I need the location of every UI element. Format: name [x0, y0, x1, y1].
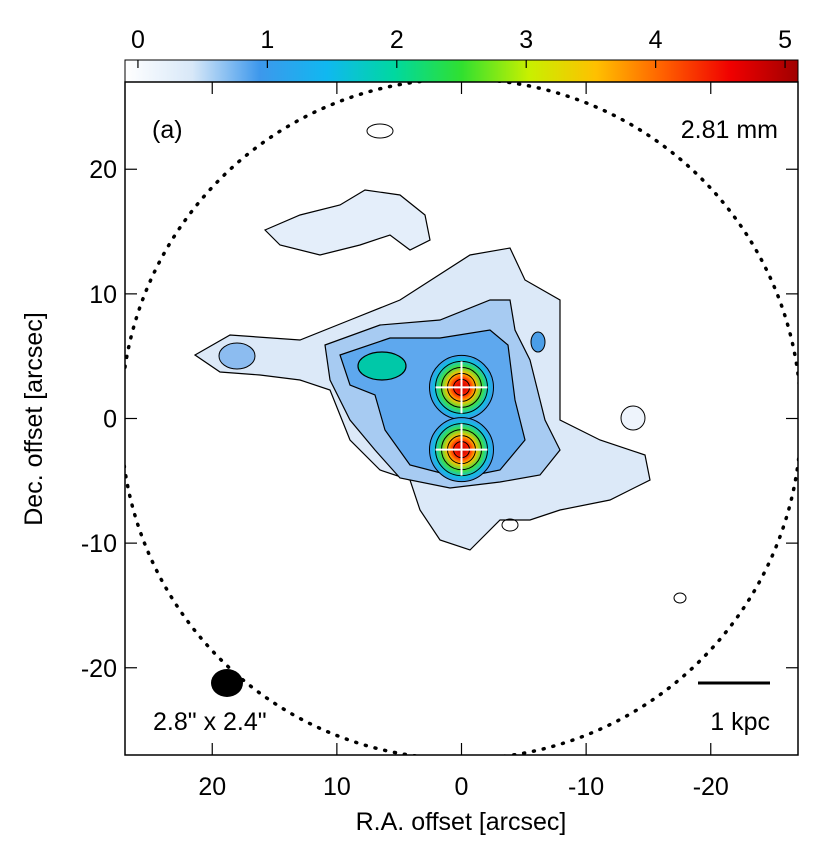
wavelength-label: 2.81 mm	[681, 116, 778, 144]
colorbar-tick-label: 4	[649, 26, 663, 54]
y-tick-label: -10	[81, 530, 117, 558]
colorbar-tick-label: 0	[131, 26, 145, 54]
scale-bar-label: 1 kpc	[710, 708, 770, 736]
x-tick-label: -20	[693, 773, 729, 801]
colorbar-tick-label: 3	[519, 26, 533, 54]
panel-label: (a)	[152, 116, 183, 144]
x-tick-label: 10	[323, 773, 351, 801]
x-axis-label: R.A. offset [arcsec]	[356, 808, 567, 836]
colorbar	[124, 59, 799, 83]
colorbar-tick-label: 1	[260, 26, 274, 54]
beam	[211, 669, 243, 697]
y-axis-label: Dec. offset [arcsec]	[20, 312, 48, 526]
x-tick-label: 0	[455, 773, 469, 801]
beam-label: 2.8" x 2.4"	[153, 708, 267, 736]
y-tick-label: -20	[81, 655, 117, 683]
x-tick-label: -10	[568, 773, 604, 801]
x-tick-label: 20	[198, 773, 226, 801]
colorbar-tick-label: 2	[390, 26, 404, 54]
nuclei	[429, 354, 494, 483]
y-tick-label: 0	[103, 406, 117, 434]
y-tick-label: 10	[89, 281, 117, 309]
contour	[429, 417, 494, 483]
y-tick-label: 20	[89, 156, 117, 184]
colorbar-tick-label: 5	[778, 26, 792, 54]
